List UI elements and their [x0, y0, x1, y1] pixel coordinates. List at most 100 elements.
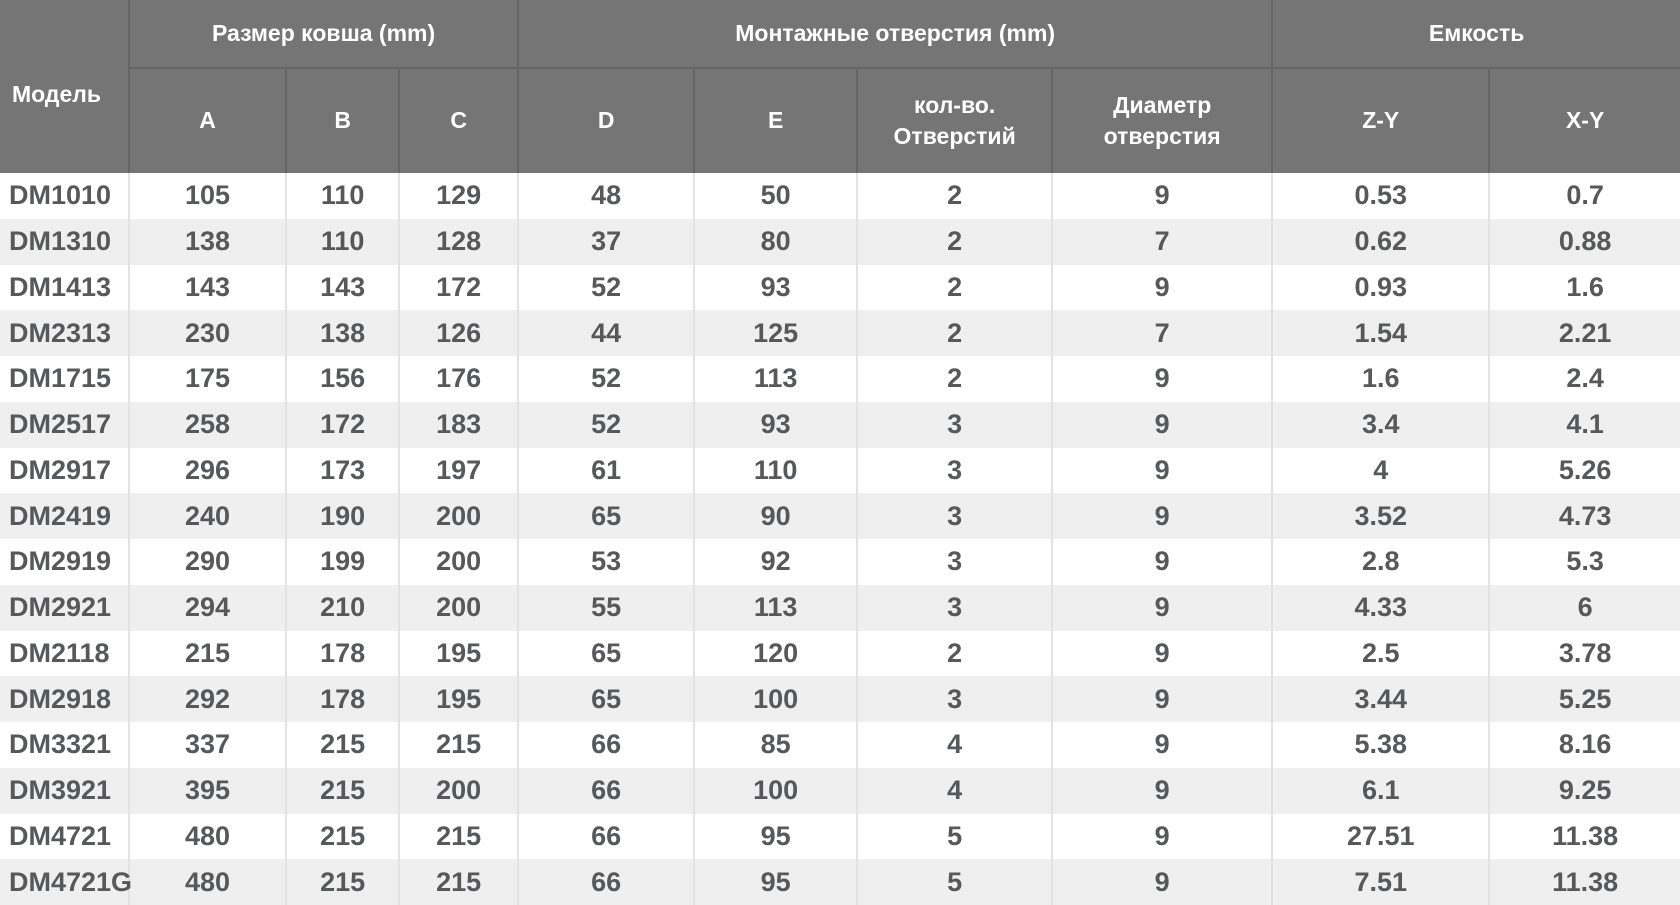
table-row: DM1010 105 110 129 48 50 2 9 0.53 0.7 [0, 173, 1680, 219]
value-cell: 113 [694, 584, 859, 631]
value-cell: 128 [399, 218, 520, 265]
value-cell: 44 [518, 310, 696, 356]
value-cell: 175 [129, 356, 288, 402]
value-cell: 138 [129, 218, 288, 265]
value-cell: 92 [694, 539, 859, 585]
value-cell: 66 [518, 722, 696, 768]
value-cell: 199 [286, 539, 401, 585]
value-cell: 66 [518, 859, 696, 905]
value-cell: 8.16 [1558, 729, 1612, 760]
value-cell: 5.25 [1558, 683, 1612, 714]
value-cell: 195 [399, 676, 520, 722]
value-cell: 2 [857, 356, 1054, 402]
value-cell: 113 [694, 356, 859, 402]
model-cell: DM2419 [0, 493, 131, 539]
value-cell: 230 [129, 310, 288, 356]
value-cell: 294 [129, 584, 288, 631]
value-cell: 9 [1052, 264, 1274, 311]
value-cell: 66 [518, 767, 696, 814]
value-cell: 215 [399, 722, 520, 768]
value-cell: 65 [518, 630, 696, 677]
value-cell: 215 [286, 767, 401, 814]
table-row: DM2917 296 173 197 61 110 3 9 4 5.26 [0, 447, 1680, 494]
value-cell: 3.44 [1272, 676, 1491, 722]
value-cell: 2 [857, 630, 1054, 677]
value-cell: 2.5 [1272, 630, 1491, 677]
value-cell: 27.51 [1272, 813, 1491, 860]
value-cell: 2 [857, 173, 1054, 219]
value-cell: 4 [857, 722, 1054, 768]
value-cell: 395 [129, 767, 288, 814]
value-cell: 1.54 [1272, 310, 1491, 356]
table-row: DM1413 143 143 172 52 93 2 9 0.93 1.6 [0, 264, 1680, 311]
value-cell: 90 [694, 493, 859, 539]
value-cell: 183 [399, 401, 520, 448]
model-cell: DM2517 [0, 401, 131, 448]
value-cell: 3 [857, 493, 1054, 539]
value-cell: 9 [1052, 722, 1274, 768]
value-cell: 200 [399, 584, 520, 631]
value-cell: 110 [694, 447, 859, 494]
value-cell: 52 [518, 264, 696, 311]
value-cell: 125 [694, 310, 859, 356]
value-cell: 55 [518, 584, 696, 631]
value-cell: 11.38 [1552, 866, 1619, 897]
model-cell: DM1413 [0, 264, 131, 311]
value-cell: 258 [129, 401, 288, 448]
value-cell: 11.38 [1552, 820, 1619, 851]
value-cell: 215 [129, 630, 288, 677]
value-cell: 215 [286, 722, 401, 768]
value-cell: 9 [1052, 173, 1274, 219]
value-cell: 3.4 [1272, 401, 1491, 448]
value-cell: 173 [286, 447, 401, 494]
header-sub-row: A B C D E кол-во. Отверстий Диаметр отве… [0, 68, 1680, 173]
value-cell: 210 [286, 584, 401, 631]
value-cell: 65 [518, 493, 696, 539]
value-cell: 172 [286, 401, 401, 448]
model-cell: DM1310 [0, 218, 131, 265]
value-cell: 5.26 [1558, 454, 1612, 485]
value-cell: 290 [129, 539, 288, 585]
table-row: DM1310 138 110 128 37 80 2 7 0.62 0.88 [0, 218, 1680, 265]
table-row: DM3921 395 215 200 66 100 4 9 6.1 9.25 [0, 767, 1680, 814]
value-cell: 2 [857, 310, 1054, 356]
col-group-mounting-holes: Монтажные отверстия (mm) [518, 0, 1274, 69]
value-cell: 4.33 [1272, 584, 1491, 631]
value-cell: 9 [1052, 356, 1274, 402]
value-cell: 3 [857, 447, 1054, 494]
table-row: DM2919 290 199 200 53 92 3 9 2.8 5.3 [0, 539, 1680, 585]
value-cell: 200 [399, 539, 520, 585]
value-cell: 1.6 [1272, 356, 1491, 402]
model-cell: DM1715 [0, 356, 131, 402]
col-header-a: A [129, 68, 288, 173]
value-cell: 85 [694, 722, 859, 768]
value-cell: 5.3 [1566, 546, 1604, 577]
value-cell: 6.1 [1272, 767, 1491, 814]
col-header-zy: Z-Y [1272, 68, 1491, 173]
value-cell: 240 [129, 493, 288, 539]
value-cell: 215 [286, 813, 401, 860]
value-cell: 95 [694, 859, 859, 905]
value-cell: 50 [694, 173, 859, 219]
value-cell: 9 [1052, 539, 1274, 585]
value-cell: 65 [518, 676, 696, 722]
value-cell: 9 [1052, 584, 1274, 631]
value-cell: 3.52 [1272, 493, 1491, 539]
value-cell: 200 [399, 493, 520, 539]
value-cell: 93 [694, 264, 859, 311]
value-cell: 1.6 [1566, 271, 1604, 302]
model-cell: DM2918 [0, 676, 131, 722]
value-cell: 3 [857, 539, 1054, 585]
value-cell: 9 [1052, 859, 1274, 905]
value-cell: 80 [694, 218, 859, 265]
value-cell: 2.8 [1272, 539, 1491, 585]
table-row: DM4721 480 215 215 66 95 5 9 27.51 11.38 [0, 813, 1680, 860]
value-cell: 53 [518, 539, 696, 585]
col-header-d: D [518, 68, 696, 173]
value-cell: 4.1 [1566, 409, 1604, 440]
value-cell: 9 [1052, 493, 1274, 539]
value-cell: 2 [857, 218, 1054, 265]
value-cell: 3 [857, 401, 1054, 448]
table-row: DM2313 230 138 126 44 125 2 7 1.54 2.21 [0, 310, 1680, 356]
col-header-hole-diameter: Диаметр отверстия [1052, 68, 1274, 173]
